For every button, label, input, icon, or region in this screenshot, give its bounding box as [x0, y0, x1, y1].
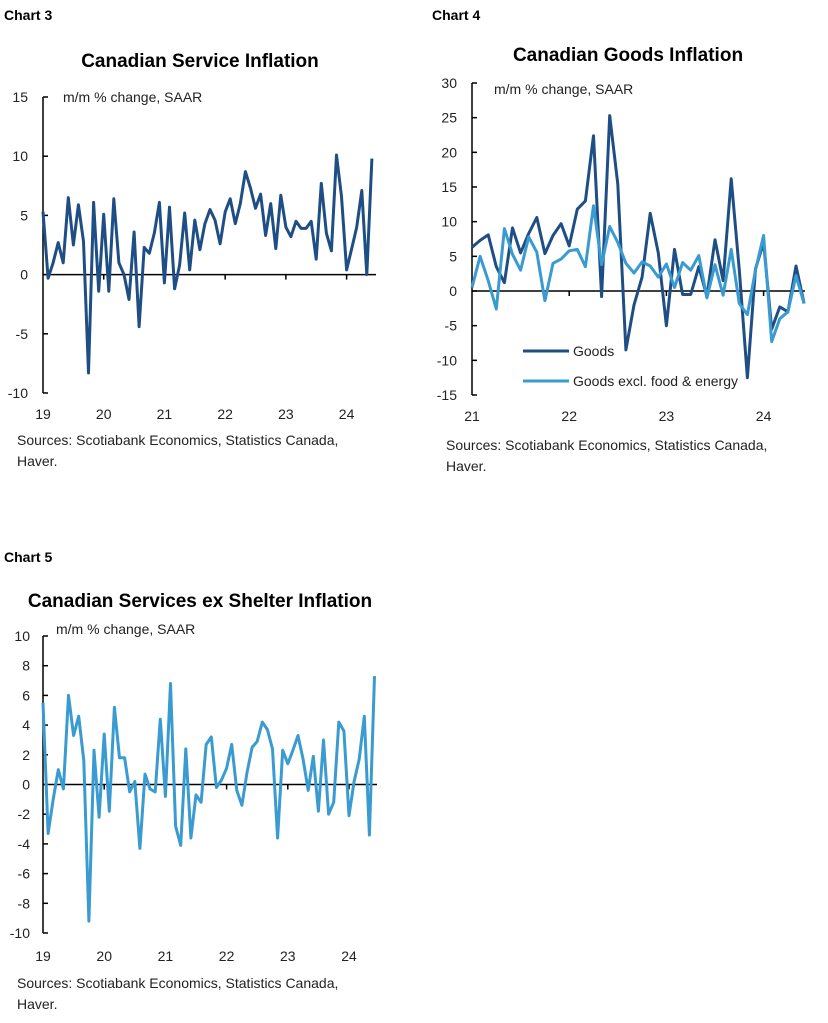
x-tick-label: 24: [756, 408, 772, 424]
y-axis-unit-label: m/m % change, SAAR: [494, 81, 633, 97]
x-tick-label: 22: [219, 948, 235, 964]
series-line-1: [41, 153, 374, 375]
y-tick-label: 10: [441, 214, 457, 230]
y-tick-label: 10: [12, 148, 28, 164]
source-note: Haver.: [17, 996, 57, 1012]
x-tick-label: 19: [35, 948, 51, 964]
x-tick-label: 22: [561, 408, 577, 424]
x-tick-label: 22: [217, 406, 233, 422]
x-tick-label: 21: [158, 948, 174, 964]
y-tick-label: 5: [20, 207, 28, 223]
chart-5: Chart 5 Canadian Services ex Shelter Infl…: [4, 549, 377, 1012]
y-tick-label: -15: [437, 387, 457, 403]
y-tick-label: 10: [14, 628, 30, 644]
y-tick-label: -6: [18, 866, 31, 882]
x-tick-label: 23: [280, 948, 296, 964]
y-tick-label: 0: [22, 777, 30, 793]
x-tick-label: 24: [341, 948, 357, 964]
x-tick-label: 20: [96, 406, 112, 422]
source-note: Haver.: [17, 453, 57, 469]
y-tick-label: 0: [20, 267, 28, 283]
y-tick-label: -2: [18, 806, 31, 822]
y-tick-label: -10: [10, 925, 30, 941]
y-tick-label: 6: [22, 687, 30, 703]
chart-number: Chart 4: [432, 7, 480, 23]
y-axis-unit-label: m/m % change, SAAR: [56, 621, 195, 637]
y-tick-label: 25: [441, 110, 457, 126]
y-tick-label: 8: [22, 658, 30, 674]
y-tick-label: -10: [437, 352, 457, 368]
source-note: Sources: Scotiabank Economics, Statistic…: [17, 432, 338, 448]
y-tick-label: 20: [441, 144, 457, 160]
series-line-goods-excl-food-energy: [470, 204, 806, 344]
series-line-goods: [471, 114, 806, 380]
chart-4: Chart 4 Canadian Goods Inflation m/m % cha…: [432, 7, 806, 474]
x-tick-label: 21: [157, 406, 173, 422]
x-tick-label: 20: [96, 948, 112, 964]
y-tick-label: -5: [16, 326, 29, 342]
chart-3: Chart 3 Canadian Service Inflation m/m % c…: [4, 7, 376, 469]
series-line-1: [41, 676, 376, 923]
y-tick-label: -10: [8, 385, 28, 401]
source-note: Haver.: [446, 458, 486, 474]
y-tick-label: 5: [449, 248, 457, 264]
chart-number: Chart 3: [4, 7, 52, 23]
y-tick-label: -5: [445, 318, 458, 334]
y-tick-label: 0: [449, 283, 457, 299]
legend-label: Goods excl. food & energy: [573, 373, 738, 389]
x-tick-label: 19: [35, 406, 51, 422]
y-tick-label: -4: [18, 836, 31, 852]
y-tick-label: 4: [22, 717, 30, 733]
source-note: Sources: Scotiabank Economics, Statistic…: [17, 975, 338, 991]
x-tick-label: 23: [278, 406, 294, 422]
chart-title: Canadian Service Inflation: [81, 51, 319, 72]
y-tick-label: 15: [441, 179, 457, 195]
y-axis-unit-label: m/m % change, SAAR: [63, 89, 202, 105]
y-tick-label: 30: [441, 75, 457, 91]
x-tick-label: 24: [339, 406, 355, 422]
legend-label: Goods: [573, 343, 614, 359]
chart-title: Canadian Services ex Shelter Inflation: [28, 591, 372, 612]
y-tick-label: 2: [22, 747, 30, 763]
x-tick-label: 21: [464, 408, 480, 424]
y-tick-label: -8: [18, 895, 31, 911]
source-note: Sources: Scotiabank Economics, Statistic…: [446, 437, 767, 453]
x-tick-label: 23: [659, 408, 675, 424]
chart-title: Canadian Goods Inflation: [513, 45, 743, 66]
chart-number: Chart 5: [4, 549, 52, 565]
y-tick-label: 15: [12, 89, 28, 105]
